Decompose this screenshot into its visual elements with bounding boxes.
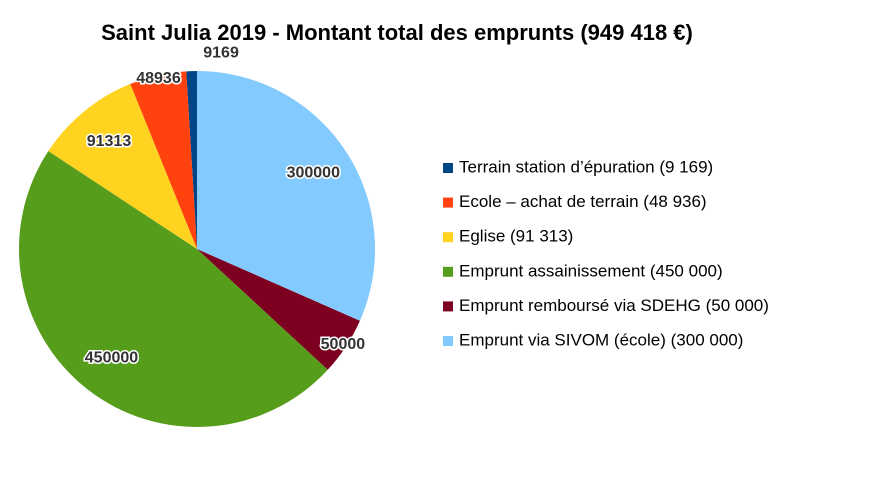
- pie-slice: [48, 83, 197, 250]
- legend-label: Emprunt assainissement (450 000): [459, 261, 723, 280]
- value-label: 50000: [321, 336, 366, 353]
- pie-slice: [130, 71, 197, 249]
- value-label: 450000: [85, 350, 138, 367]
- legend-swatch: [443, 163, 453, 173]
- value-label: 48936: [136, 70, 181, 87]
- legend-label: Emprunt via SIVOM (école) (300 000): [459, 330, 743, 349]
- legend-swatch: [443, 336, 453, 346]
- legend-swatch: [443, 266, 453, 277]
- legend-label: Terrain station d’épuration (9 169): [459, 157, 713, 176]
- chart-title: Saint Julia 2019 - Montant total des emp…: [101, 20, 693, 45]
- pie-slice: [186, 71, 197, 249]
- legend-swatch: [443, 232, 453, 243]
- legend-label: Eglise (91 313): [459, 227, 573, 246]
- value-label: 9169: [203, 45, 239, 62]
- value-label: 91313: [87, 133, 132, 150]
- legend-swatch: [443, 197, 453, 208]
- pie-slice: [197, 71, 375, 321]
- legend-label: Ecole – achat de terrain (48 936): [459, 192, 707, 211]
- legend-swatch: [443, 301, 453, 312]
- legend-label: Emprunt remboursé via SDEHG (50 000): [459, 296, 769, 315]
- pie-slice: [18, 151, 328, 428]
- value-label: 300000: [287, 164, 340, 181]
- pie-slice: [197, 249, 360, 370]
